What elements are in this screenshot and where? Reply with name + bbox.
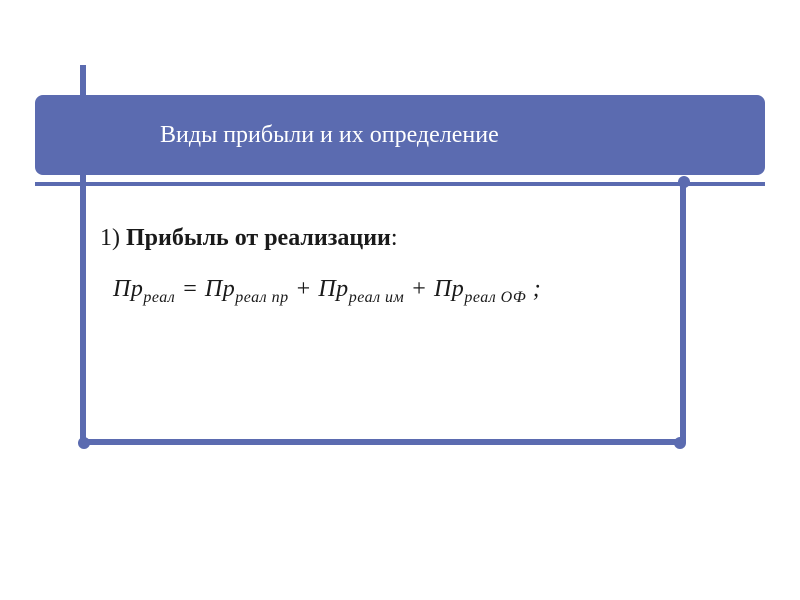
formula-t1-base: Пр	[205, 276, 235, 302]
formula-end: ;	[526, 276, 541, 302]
line1-bold: Прибыль от реализации	[126, 225, 391, 251]
formula-t2-sub: реал им	[349, 289, 405, 306]
frame-corner-bottom-left	[78, 437, 90, 449]
formula: Прреал = Прреал пр + Прреал им + Прреал …	[100, 270, 700, 308]
body-line-1: 1) Прибыль от реализации:	[100, 225, 700, 252]
frame-corner-bottom-right	[674, 437, 686, 449]
slide: Виды прибыли и их определение 1) Прибыль…	[0, 0, 800, 600]
formula-plus1: +	[289, 276, 319, 302]
title-band: Виды прибыли и их определение	[35, 95, 765, 175]
formula-t2-base: Пр	[318, 276, 348, 302]
slide-title: Виды прибыли и их определение	[160, 122, 499, 149]
formula-t3-base: Пр	[434, 276, 464, 302]
formula-eq: =	[175, 276, 205, 302]
formula-t3-sub: реал ОФ	[464, 289, 526, 306]
formula-lhs-sub: реал	[143, 289, 175, 306]
line1-suffix: :	[391, 225, 398, 251]
formula-t1-sub: реал пр	[235, 289, 288, 306]
line1-prefix: 1)	[100, 225, 126, 251]
formula-plus2: +	[404, 276, 434, 302]
frame-right-bar	[680, 180, 686, 443]
body-area: 1) Прибыль от реализации: Прреал = Прреа…	[100, 225, 700, 308]
formula-lhs-base: Пр	[113, 276, 143, 302]
frame-bottom-bar	[80, 439, 680, 445]
title-underline	[35, 182, 765, 186]
